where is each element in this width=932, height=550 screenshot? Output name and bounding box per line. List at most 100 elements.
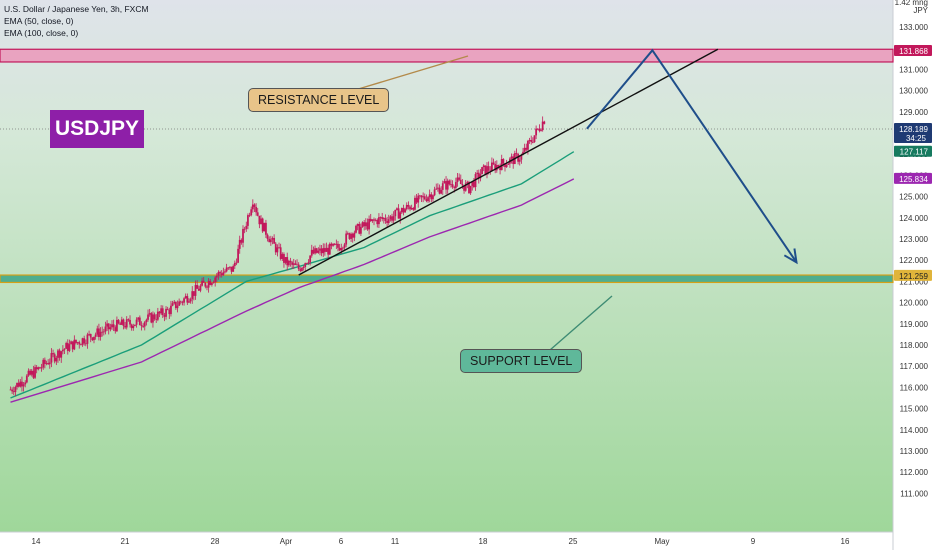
resistance-zone: [0, 48, 894, 63]
candle-body: [29, 370, 32, 375]
candle-body: [263, 222, 266, 232]
candle-body: [410, 208, 413, 210]
candle-body: [137, 317, 140, 320]
candle-body: [531, 141, 534, 143]
candle-body: [340, 248, 343, 251]
candle-body: [222, 272, 225, 276]
candle-body: [502, 159, 505, 164]
candle-body: [248, 215, 251, 216]
candle-body: [125, 319, 128, 328]
ascending-trendline[interactable]: [298, 48, 719, 276]
ema50-legend[interactable]: EMA (50, close, 0): [4, 16, 74, 26]
price-tick-label: 120.000: [899, 299, 928, 308]
candle-body: [507, 163, 510, 165]
candle-body: [287, 260, 290, 266]
price-tick-label: 112.000: [900, 468, 929, 477]
candle-body: [202, 280, 205, 283]
candle-body: [86, 334, 89, 344]
candle-body: [160, 308, 163, 314]
candle-body: [530, 140, 533, 142]
time-axis-background: [0, 532, 893, 550]
candle-body: [66, 343, 69, 351]
price-tick-label: 118.000: [900, 341, 929, 350]
candle-body: [11, 389, 14, 392]
candle-body: [517, 154, 520, 162]
candle-body: [39, 367, 41, 369]
candle-body: [143, 322, 146, 327]
candle-body: [328, 243, 331, 255]
candle-body: [206, 286, 208, 288]
candle-body: [317, 250, 320, 253]
candle-body: [358, 223, 361, 234]
candle-body: [99, 331, 102, 337]
candle-body: [441, 183, 444, 190]
candle-body: [225, 267, 228, 272]
ema100-line[interactable]: [10, 178, 575, 403]
candle-body: [166, 308, 169, 310]
candle-body: [543, 121, 546, 124]
candle-body: [135, 319, 138, 325]
candle-body: [57, 350, 59, 358]
candle-body: [171, 303, 174, 306]
candle-body: [142, 326, 145, 327]
candle-body: [24, 382, 27, 385]
candle-body: [346, 233, 349, 235]
candle-body: [319, 248, 321, 251]
candle-body: [138, 317, 141, 326]
candle-body: [55, 357, 58, 362]
price-tick-label: 124.000: [899, 214, 928, 223]
candle-body: [106, 323, 108, 327]
ema50-price-tag: 127.117: [900, 148, 929, 157]
candle-body: [515, 153, 518, 155]
candle-body: [348, 233, 351, 239]
candle-body: [230, 266, 233, 272]
candle-body: [16, 382, 18, 387]
candle-body: [477, 172, 480, 179]
candle-body: [286, 257, 289, 266]
candle-body: [394, 209, 397, 217]
candle-body: [338, 247, 341, 251]
candle-body: [533, 135, 536, 143]
candle-body: [147, 314, 149, 320]
candle-body: [276, 247, 279, 253]
candle-body: [76, 342, 79, 344]
candle-body: [170, 305, 172, 315]
candle-body: [207, 280, 210, 288]
candle-body: [32, 370, 35, 378]
candle-body: [356, 223, 359, 226]
candle-body: [129, 319, 131, 325]
candle-body: [350, 233, 352, 239]
price-tick-label: 122.000: [899, 256, 928, 265]
candle-body: [47, 363, 50, 365]
candle-body: [232, 266, 235, 272]
candle-body: [34, 367, 36, 378]
candle-body: [186, 296, 189, 303]
price-tick-label: 129.000: [899, 108, 928, 117]
candle-body: [373, 219, 375, 221]
candle-body: [235, 262, 238, 264]
candle-body: [261, 218, 264, 232]
candle-body: [430, 194, 433, 200]
candle-body: [464, 183, 467, 191]
candle-body: [156, 311, 159, 320]
candle-body: [214, 277, 217, 283]
candle-body: [58, 350, 61, 358]
candle-body: [145, 319, 148, 323]
candle-body: [220, 273, 223, 276]
price-tick-label: 114.000: [900, 426, 929, 435]
projection-path[interactable]: [586, 48, 798, 263]
candle-body: [176, 305, 179, 309]
ema100-legend[interactable]: EMA (100, close, 0): [4, 28, 79, 38]
candle-body: [63, 348, 66, 350]
candle-body: [289, 260, 292, 263]
candle-body: [476, 172, 479, 175]
candle-body: [341, 247, 344, 249]
candle-body: [371, 219, 374, 222]
candle-body: [134, 324, 136, 326]
candle-body: [314, 248, 316, 254]
support-callout-line: [549, 295, 613, 351]
candle-body: [337, 243, 339, 248]
candle-body: [140, 325, 143, 327]
candle-body: [60, 351, 63, 358]
